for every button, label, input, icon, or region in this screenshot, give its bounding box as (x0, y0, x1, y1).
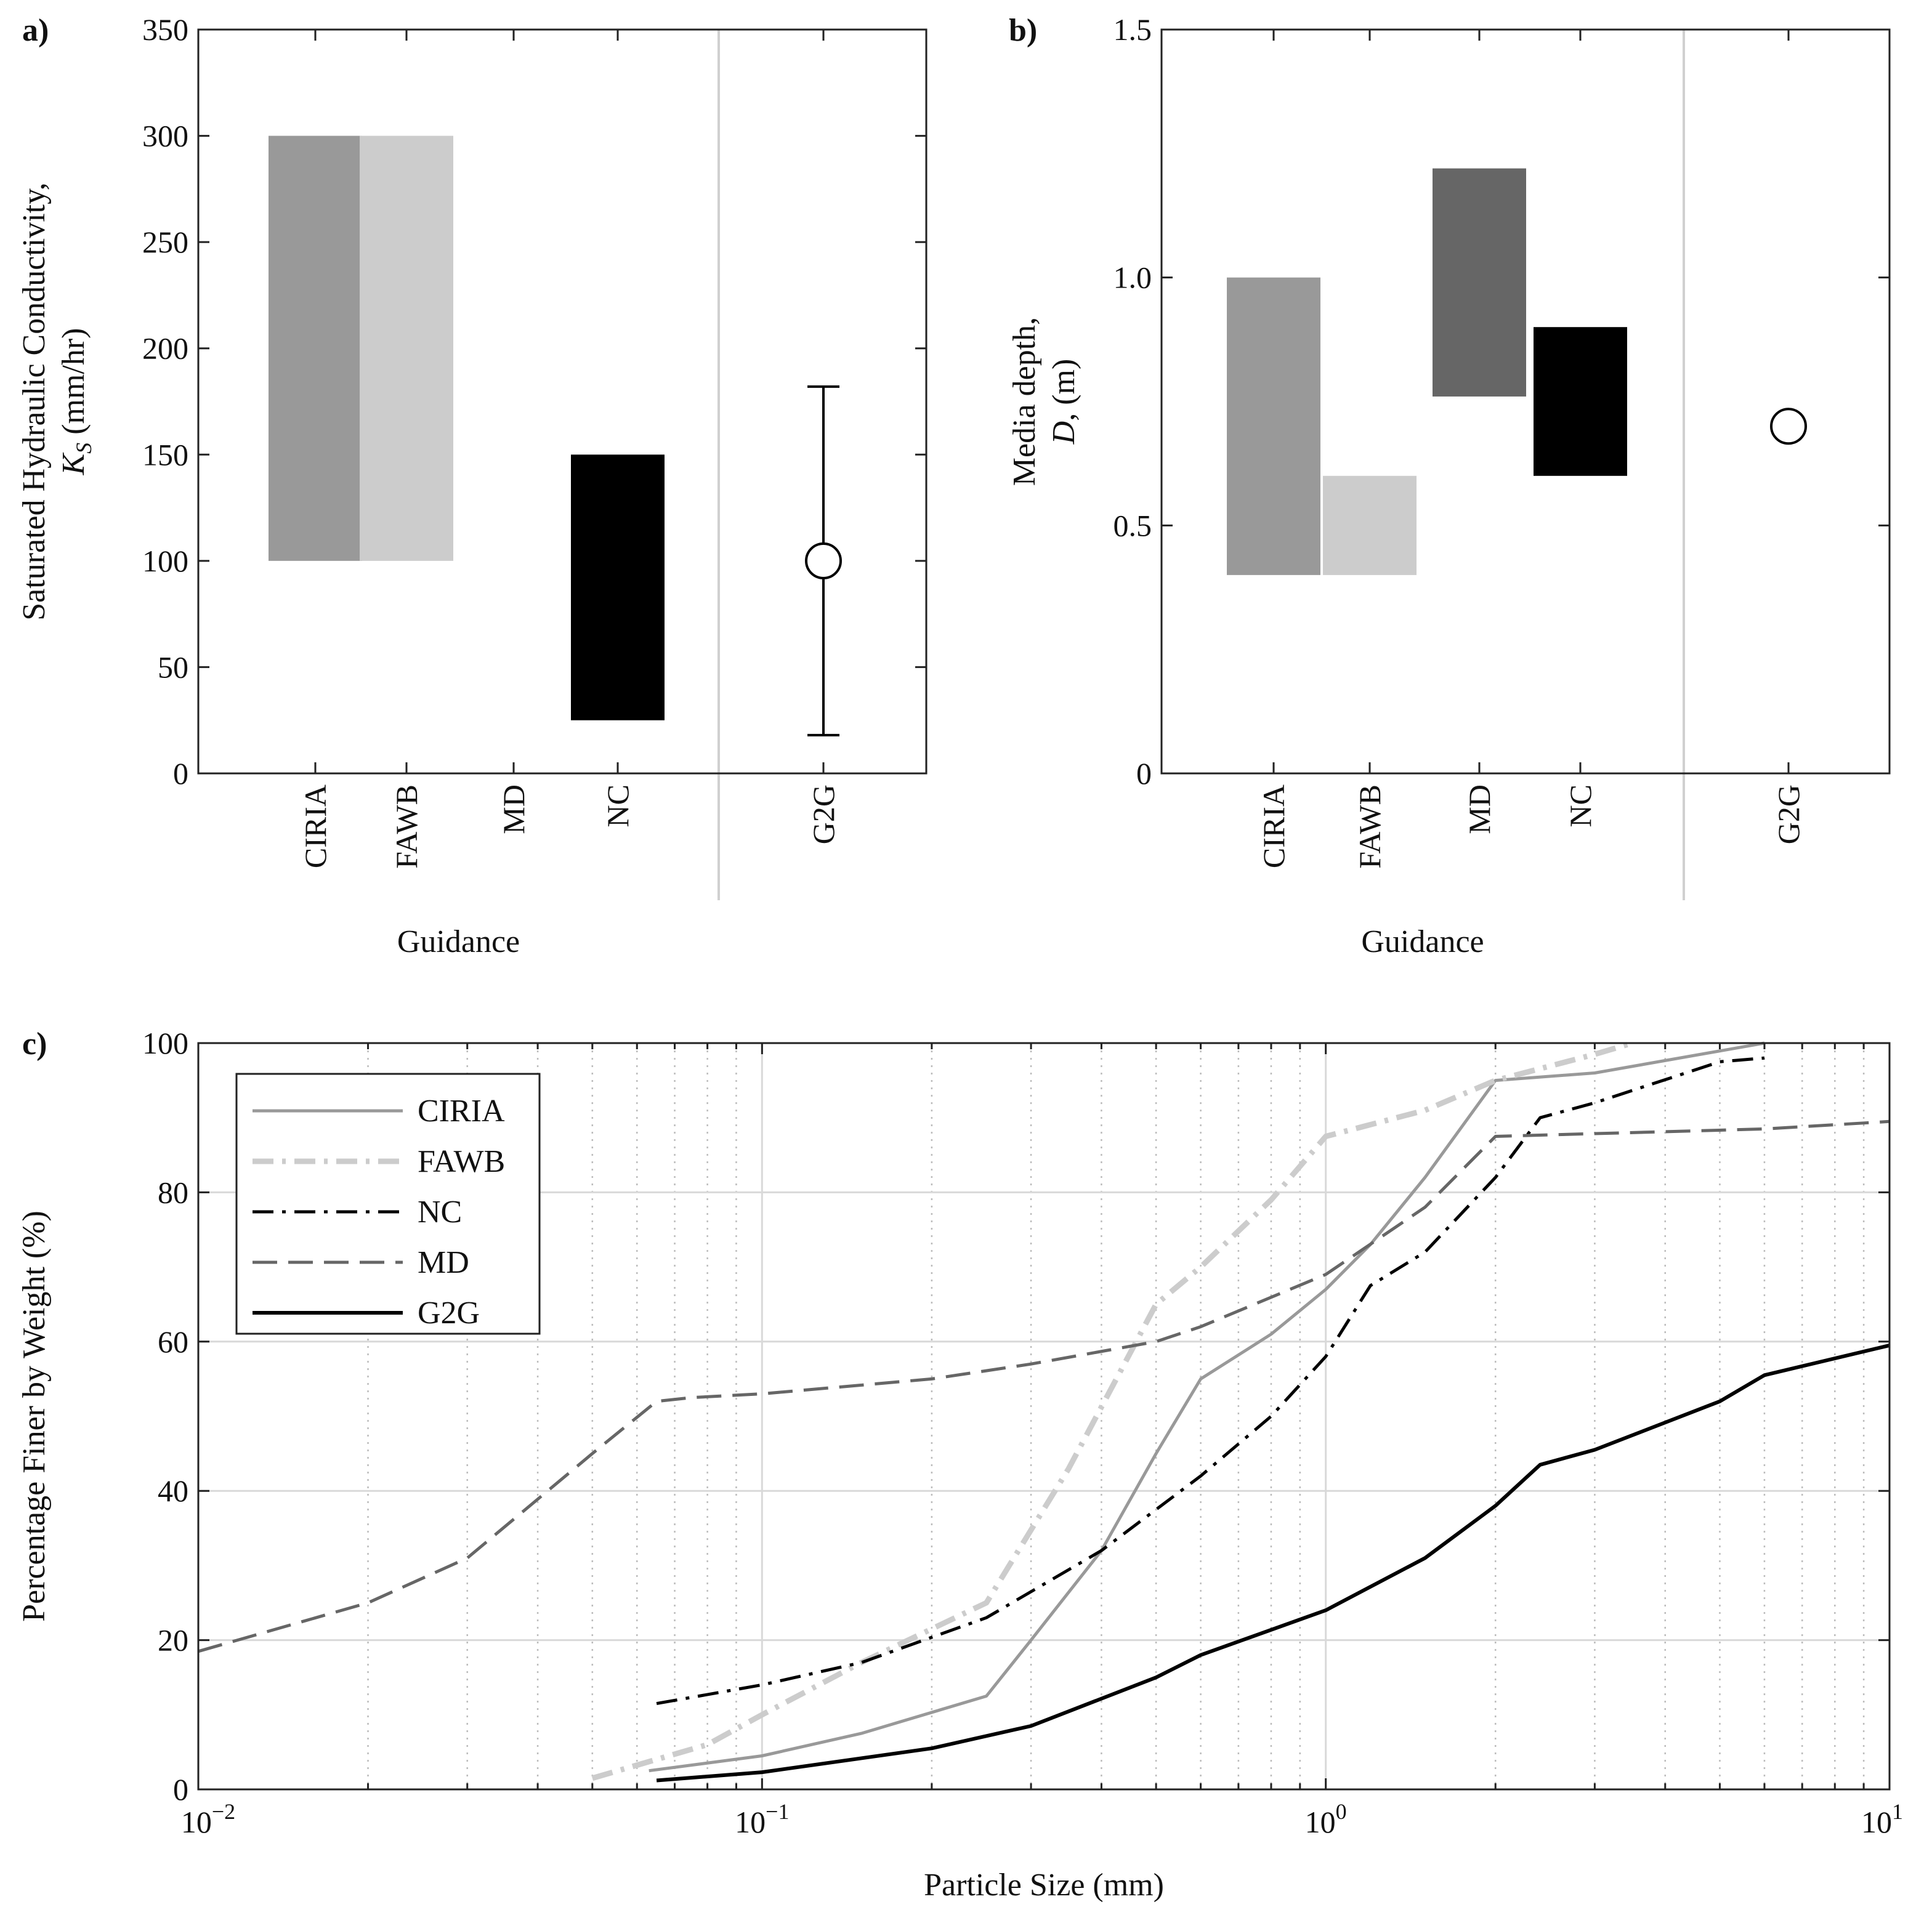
y-tick-label: 40 (158, 1474, 188, 1508)
legend-label: MD (418, 1245, 469, 1280)
x-axis-label: Guidance (1361, 924, 1484, 959)
y-axis-label: Percentage Finer by Weight (%) (17, 1211, 52, 1622)
panel-label: c) (22, 1026, 47, 1062)
x-axis-label: Guidance (397, 924, 520, 959)
x-category-label: NC (1563, 784, 1598, 827)
x-category-label: NC (600, 784, 635, 827)
y-tick-label: 300 (142, 119, 188, 153)
y-axis-label-second: KS (mm/hr) (56, 328, 96, 476)
y-tick-label: 20 (158, 1623, 188, 1658)
y-tick-label: 100 (142, 1026, 188, 1060)
x-tick-exponent: −1 (766, 1799, 789, 1824)
range-bar-ciria (1227, 277, 1320, 575)
g2g-point (1770, 408, 1807, 445)
x-tick-exponent: 1 (1892, 1799, 1903, 1824)
x-tick-base: 10 (1305, 1805, 1336, 1839)
y-axis-units: (mm/hr) (56, 328, 91, 443)
y-tick-label: 0 (173, 1772, 188, 1807)
series-line-fawb (591, 1040, 1633, 1781)
x-category-label: CIRIA (1256, 784, 1291, 868)
x-tick-exponent: 0 (1336, 1799, 1347, 1824)
range-bar-nc (1534, 327, 1627, 476)
y-tick-label: 200 (142, 331, 188, 366)
panel-label: a) (22, 13, 49, 48)
g2g-point (805, 542, 842, 579)
panel-b: 0 0.5 1.0 1.5 CIRIA FAWB MD NC G2G Guidance b) Medi… (1007, 12, 1891, 959)
y-axis-label-second: D, (m) (1046, 359, 1081, 445)
legend-label: G2G (418, 1296, 480, 1331)
x-category-label: MD (496, 784, 531, 834)
x-category-label: FAWB (389, 784, 424, 869)
y-tick-label: 0 (1136, 756, 1152, 791)
range-bar-ciria (269, 135, 362, 561)
y-tick-label: 250 (142, 225, 188, 259)
y-axis-symbol: D (1046, 421, 1081, 445)
x-tick-base: 10 (1861, 1805, 1892, 1839)
x-tick-label: 101 (1861, 1799, 1903, 1839)
x-tick-label: 10−2 (181, 1799, 235, 1839)
legend-label: CIRIA (418, 1094, 505, 1129)
y-tick-label: 150 (142, 437, 188, 472)
series-line-md (198, 1119, 1890, 1653)
y-tick-label: 0.5 (1114, 508, 1152, 542)
range-bar-md (1433, 168, 1526, 397)
axes-frame (197, 28, 928, 775)
y-axis-label-line1: Saturated Hydraulic Conductivity, (17, 182, 52, 620)
y-tick-label: 100 (142, 544, 188, 578)
y-tick-label: 80 (158, 1175, 188, 1209)
range-bar-nc (571, 454, 665, 720)
y-tick-label: 1.5 (1114, 12, 1152, 47)
y-tick-label: 60 (158, 1324, 188, 1359)
series-line-g2g (656, 1343, 1890, 1783)
x-category-label: G2G (806, 784, 841, 844)
y-tick-label: 1.0 (1114, 260, 1152, 295)
x-category-label: G2G (1771, 784, 1806, 844)
y-tick-label: 350 (142, 12, 188, 47)
panel-a: 0 50 100 150 200 250 300 350 CIRIA FAWB MD NC G2G Gui… (17, 12, 928, 959)
x-tick-base: 10 (735, 1805, 766, 1839)
x-category-label: MD (1462, 784, 1497, 834)
panel-label: b) (1009, 13, 1037, 48)
y-axis-units: , (m) (1046, 359, 1081, 421)
series-line-nc (656, 1056, 1765, 1706)
y-axis-symbol: K (56, 452, 91, 475)
y-axis-label: Saturated Hydraulic Conductivity, (17, 182, 52, 620)
x-tick-label: 10−1 (735, 1799, 789, 1839)
legend-box (235, 1073, 541, 1335)
x-category-label: CIRIA (298, 784, 333, 868)
y-tick-label: 50 (158, 650, 188, 684)
range-bar-fawb (1323, 475, 1417, 575)
y-tick-label: 0 (173, 756, 188, 791)
y-axis-symbol-subscript: S (71, 443, 96, 454)
x-category-label: FAWB (1352, 784, 1387, 869)
x-tick-exponent: −2 (212, 1799, 235, 1824)
legend-label: NC (418, 1195, 462, 1230)
axes-frame (197, 1042, 1891, 1791)
x-tick-base: 10 (181, 1805, 212, 1839)
x-tick-label: 100 (1305, 1799, 1347, 1839)
range-bar-fawb (360, 135, 453, 561)
x-axis-label: Particle Size (mm) (924, 1868, 1164, 1903)
y-axis-label: Media depth, (1007, 317, 1042, 486)
legend-label: FAWB (418, 1144, 505, 1179)
series-line-ciria (649, 1041, 1765, 1773)
axes-frame (1160, 28, 1891, 775)
y-axis-label-line1: Media depth, (1007, 317, 1042, 486)
